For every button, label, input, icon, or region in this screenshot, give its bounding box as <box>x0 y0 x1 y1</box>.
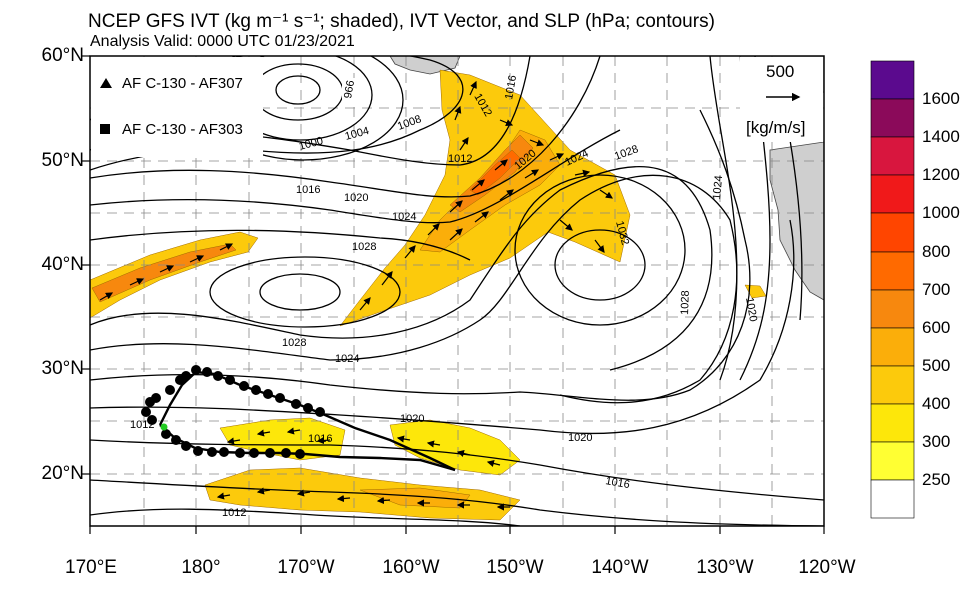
colorbar-label-800: 800 <box>922 242 951 261</box>
lon-label-170w: 170°W <box>277 557 335 578</box>
colorbar-swatch-700 <box>870 251 915 291</box>
contour-label-1020-se: 1020 <box>568 432 592 444</box>
lon-label-160w: 160°W <box>382 557 440 578</box>
colorbar-swatch-1200 <box>870 136 915 176</box>
map-title: NCEP GFS IVT (kg m⁻¹ s⁻¹; shaded), IVT V… <box>88 11 715 32</box>
north-america-coast <box>769 141 824 301</box>
colorbar-swatch-1000 <box>870 174 915 214</box>
contour-label-1028-south: 1028 <box>282 337 306 349</box>
axis-ticks <box>82 55 825 534</box>
colorbar-label-1400: 1400 <box>922 127 960 146</box>
lat-label-40n: 40°N <box>41 254 84 275</box>
colorbar-swatch-600 <box>870 289 915 329</box>
ivt-vectors <box>99 80 613 511</box>
lon-label-140w: 140°W <box>591 557 649 578</box>
lon-label-170e: 170°E <box>65 557 117 578</box>
lat-label-30n: 30°N <box>41 358 84 379</box>
ivt-shading <box>90 69 767 521</box>
contour-label-1024-ar: 1024 <box>392 211 416 223</box>
contour-label-1028-east: 1028 <box>679 290 692 315</box>
contour-label-966: 966 <box>342 79 357 99</box>
legend-label-af307: AF C-130 - AF307 <box>122 75 243 92</box>
lon-label-120w: 120°W <box>798 557 856 578</box>
contour-label-1012-center: 1012 <box>448 153 472 165</box>
flight-start-marker <box>160 423 168 431</box>
map-layers: 966 1000 1004 1008 1012 1012 1016 1016 1… <box>90 56 824 526</box>
colorbar-swatch-300 <box>870 403 915 443</box>
grid-lines <box>90 56 824 526</box>
colorbar-swatch-500 <box>870 327 915 367</box>
lat-label-50n: 50°N <box>41 150 84 171</box>
colorbar-swatch-250 <box>870 441 915 481</box>
flight-legend: AF C-130 - AF307 AF C-130 - AF303 <box>91 57 263 157</box>
colorbar-label-400: 400 <box>922 394 951 413</box>
vector-reference: 500 [kg/m/s] <box>740 57 823 142</box>
legend-label-af303: AF C-130 - AF303 <box>122 121 243 138</box>
triangle-marker-icon <box>100 78 112 88</box>
contour-label-1016-north: 1016 <box>503 74 519 100</box>
contour-label-1012-south: 1012 <box>222 507 246 519</box>
colorbar-label-1000: 1000 <box>922 203 960 222</box>
colorbar <box>870 60 915 519</box>
lon-label-150w: 150°W <box>486 557 544 578</box>
colorbar-swatch-800 <box>870 212 915 253</box>
contour-label-1016-se: 1016 <box>604 475 630 491</box>
lon-label-130w: 130°W <box>696 557 754 578</box>
map-border <box>89 55 825 527</box>
contour-label-1016-sw: 1016 <box>308 433 332 445</box>
colorbar-label-300: 300 <box>922 432 951 451</box>
colorbar-label-250: 250 <box>922 470 951 489</box>
colorbar-swatch-below <box>870 479 915 519</box>
colorbar-swatch-1600 <box>870 60 915 100</box>
vector-reference-units: [kg/m/s] <box>746 118 806 137</box>
colorbar-label-500: 500 <box>922 356 951 375</box>
colorbar-swatch-1400 <box>870 98 915 138</box>
colorbar-label-700: 700 <box>922 280 951 299</box>
colorbar-label-1600: 1600 <box>922 89 960 108</box>
lon-label-180: 180° <box>181 557 221 578</box>
contour-label-1020-coast: 1020 <box>743 296 759 322</box>
flight-track-af307 <box>141 365 456 472</box>
colorbar-label-600: 600 <box>922 318 951 337</box>
ivt-tropical-3-core <box>359 487 471 509</box>
square-marker-icon <box>100 124 110 134</box>
contour-label-1024-east: 1024 <box>711 175 725 200</box>
analysis-valid-time: Analysis Valid: 0000 UTC 01/23/2021 <box>90 33 355 50</box>
flight-track-dots <box>141 365 325 459</box>
contour-label-1020-west: 1020 <box>344 192 368 204</box>
legend-box <box>91 57 263 157</box>
contour-label-1020-south: 1020 <box>400 413 424 425</box>
contour-label-1016-west: 1016 <box>296 184 320 196</box>
lat-label-60n: 60°N <box>41 45 84 66</box>
vector-reference-box <box>740 57 823 142</box>
contour-label-1028-west: 1028 <box>352 241 376 253</box>
colorbar-swatch-400 <box>870 365 915 405</box>
vector-reference-value: 500 <box>766 62 794 81</box>
aleutian-islands <box>389 56 461 75</box>
contour-label-1024-south: 1024 <box>335 353 359 365</box>
colorbar-label-1200: 1200 <box>922 165 960 184</box>
lat-label-20n: 20°N <box>41 463 84 484</box>
